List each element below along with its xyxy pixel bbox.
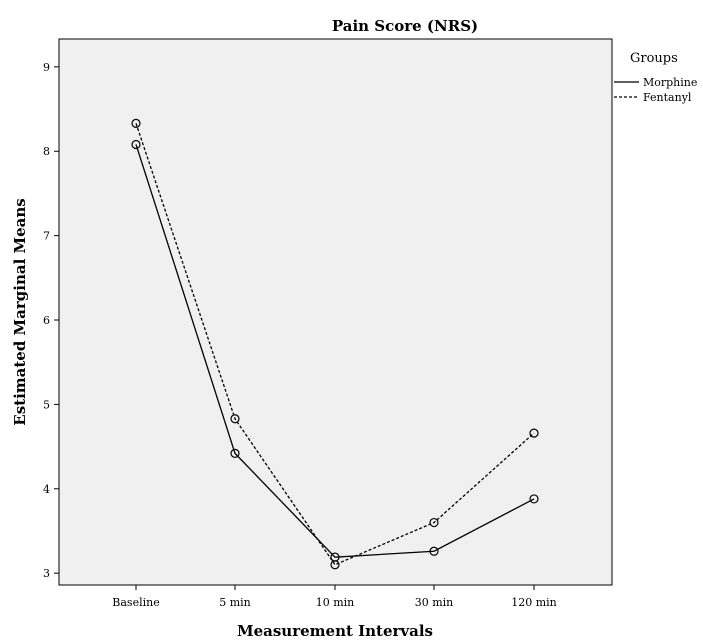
series-layer xyxy=(131,118,539,570)
legend-title: Groups xyxy=(630,51,678,66)
legend: Groups Morphine Fentanyl xyxy=(614,51,697,104)
y-tick-label: 4 xyxy=(43,483,50,496)
x-axis: Baseline 5 min 10 min 30 min 120 min xyxy=(112,585,557,609)
data-point-morphine xyxy=(230,448,240,458)
series-line-fentanyl xyxy=(135,123,535,566)
y-tick-label: 7 xyxy=(43,230,50,243)
x-tick-label: 5 min xyxy=(219,596,251,609)
chart-title: Pain Score (NRS) xyxy=(332,17,478,35)
y-tick-label: 5 xyxy=(43,398,50,411)
legend-label-fentanyl: Fentanyl xyxy=(643,91,692,104)
x-tick-label: 120 min xyxy=(511,596,557,609)
series-line-morphine xyxy=(135,144,535,558)
data-point-fentanyl xyxy=(429,517,439,528)
y-axis-label: Estimated Marginal Means xyxy=(11,198,29,425)
y-tick-label: 3 xyxy=(43,567,50,580)
data-point-fentanyl xyxy=(230,414,240,424)
data-point-morphine xyxy=(429,546,439,556)
data-point-morphine xyxy=(529,494,539,504)
y-tick-label: 8 xyxy=(43,145,50,158)
x-tick-label: 30 min xyxy=(415,596,454,609)
y-axis: 3 4 5 6 7 8 9 xyxy=(43,61,59,580)
data-point-fentanyl xyxy=(529,428,539,438)
x-tick-label: Baseline xyxy=(112,596,159,609)
x-axis-label: Measurement Intervals xyxy=(237,622,433,639)
data-point-fentanyl xyxy=(330,560,340,570)
y-tick-label: 9 xyxy=(43,61,50,74)
data-point-fentanyl xyxy=(131,118,141,128)
x-tick-label: 10 min xyxy=(316,596,355,609)
data-point-morphine xyxy=(131,139,141,150)
plot-area xyxy=(58,38,613,586)
y-tick-label: 6 xyxy=(43,314,50,327)
legend-label-morphine: Morphine xyxy=(643,76,697,89)
